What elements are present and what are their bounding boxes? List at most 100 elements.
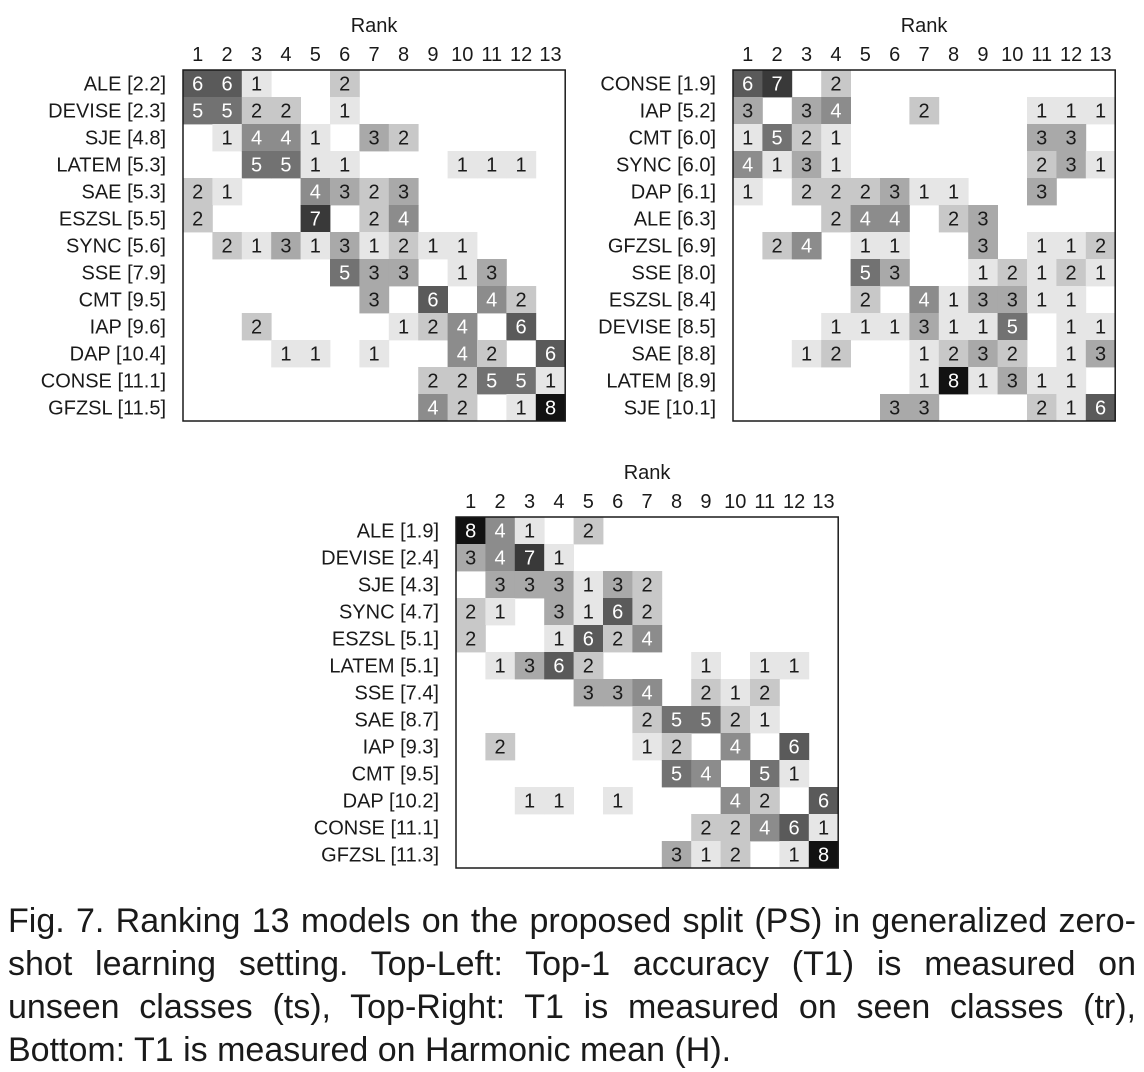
cell-value: 1 xyxy=(642,737,653,759)
heatmap-cell xyxy=(938,286,969,314)
cell-value: 2 xyxy=(192,209,203,231)
heatmap-cell xyxy=(909,178,940,206)
x-tick-label: 10 xyxy=(724,491,746,513)
row-label: GFZSL [6.9] xyxy=(608,236,716,258)
heatmap-cell xyxy=(359,340,390,368)
heatmap-cell xyxy=(359,205,390,233)
heatmap-cell xyxy=(762,124,793,152)
heatmap-cell xyxy=(1056,97,1087,125)
cell-value: 1 xyxy=(1036,101,1047,123)
heatmap-cell xyxy=(514,652,545,680)
cell-value: 8 xyxy=(465,521,476,543)
heatmap-cell xyxy=(447,151,478,179)
heatmap-cell xyxy=(997,340,1028,368)
heatmap-cell xyxy=(1085,259,1116,287)
cell-value: 1 xyxy=(553,548,564,570)
cell-value: 5 xyxy=(516,371,527,393)
heatmap-cell xyxy=(447,232,478,260)
row-label: GFZSL [11.3] xyxy=(321,845,439,867)
cell-value: 1 xyxy=(801,344,812,366)
cell-value: 6 xyxy=(1095,398,1106,420)
plot-frame xyxy=(182,69,566,422)
heatmap-cell xyxy=(418,394,448,422)
cell-value: 3 xyxy=(919,317,930,339)
heatmap-cell xyxy=(603,679,633,707)
heatmap-cell xyxy=(1085,97,1116,125)
cell-value: 2 xyxy=(730,818,741,840)
cell-value: 1 xyxy=(524,791,535,813)
cell-value: 3 xyxy=(495,575,506,597)
heatmap-cell xyxy=(1085,313,1116,341)
heatmap-cell xyxy=(720,733,751,761)
heatmap-cell xyxy=(330,259,360,287)
cell-value: 3 xyxy=(919,398,930,420)
heatmap-cell xyxy=(1027,178,1057,206)
heatmap-cell xyxy=(1056,313,1087,341)
cell-value: 2 xyxy=(759,683,770,705)
cell-value: 4 xyxy=(457,344,468,366)
x-tick-label: 11 xyxy=(754,491,775,513)
heatmap-cell xyxy=(779,814,810,842)
heatmap-cell xyxy=(938,205,969,233)
x-axis-label: Rank xyxy=(351,15,399,37)
heatmap-cell xyxy=(1056,232,1087,260)
cell-value: 1 xyxy=(516,398,527,420)
heatmap-cell xyxy=(909,313,940,341)
heatmap-cell xyxy=(850,259,881,287)
cell-value: 2 xyxy=(772,236,783,258)
cell-value: 8 xyxy=(948,371,959,393)
cell-value: 4 xyxy=(495,548,506,570)
heatmap-cell xyxy=(514,544,545,572)
cell-value: 2 xyxy=(495,737,506,759)
heatmap-cell xyxy=(779,733,810,761)
row-label: CMT [9.5] xyxy=(79,290,166,312)
heatmap-cell xyxy=(573,517,604,545)
row-label: SSE [7.9] xyxy=(82,263,167,285)
heatmap-cell xyxy=(241,313,272,341)
heatmap-cell xyxy=(573,598,604,626)
x-tick-label: 11 xyxy=(1031,44,1052,66)
x-tick-label: 5 xyxy=(583,491,594,513)
cell-value: 1 xyxy=(369,236,380,258)
cell-value: 3 xyxy=(553,575,564,597)
x-tick-label: 1 xyxy=(742,44,753,66)
heatmap-cell xyxy=(330,232,360,260)
cell-value: 2 xyxy=(398,128,409,150)
heatmap-cell xyxy=(330,97,360,125)
cell-value: 1 xyxy=(553,629,564,651)
cell-value: 1 xyxy=(830,317,841,339)
heatmap-cell xyxy=(1027,124,1057,152)
x-tick-label: 5 xyxy=(860,44,871,66)
cell-value: 4 xyxy=(700,764,711,786)
row-label: SAE [5.3] xyxy=(82,182,167,204)
x-tick-label: 9 xyxy=(977,44,988,66)
heatmap-cell xyxy=(691,760,721,788)
heatmap-cell xyxy=(447,340,478,368)
cell-value: 6 xyxy=(427,290,438,312)
row-label: LATEM [8.9] xyxy=(606,371,716,393)
heatmap-cell xyxy=(573,625,604,653)
cell-value: 3 xyxy=(339,182,350,204)
heatmap-cell xyxy=(661,760,692,788)
cell-value: 7 xyxy=(310,209,321,231)
heatmap-cell xyxy=(388,259,419,287)
heatmap-cell xyxy=(968,232,998,260)
cell-value: 3 xyxy=(671,845,682,867)
x-tick-label: 13 xyxy=(539,44,561,66)
heatmap-cell xyxy=(938,313,969,341)
cell-value: 1 xyxy=(789,764,800,786)
heatmap-cell xyxy=(1027,232,1057,260)
heatmap-cell xyxy=(821,70,851,98)
heatmap-cell xyxy=(1085,232,1116,260)
heatmap-cell xyxy=(821,97,851,125)
cell-value: 4 xyxy=(730,791,741,813)
heatmap-cell xyxy=(850,178,881,206)
cell-value: 3 xyxy=(1007,290,1018,312)
heatmap-cell xyxy=(418,313,448,341)
row-label: ALE [1.9] xyxy=(357,521,439,543)
cell-value: 1 xyxy=(1066,290,1077,312)
heatmap-cell xyxy=(1056,286,1087,314)
x-axis-label: Rank xyxy=(624,462,672,484)
